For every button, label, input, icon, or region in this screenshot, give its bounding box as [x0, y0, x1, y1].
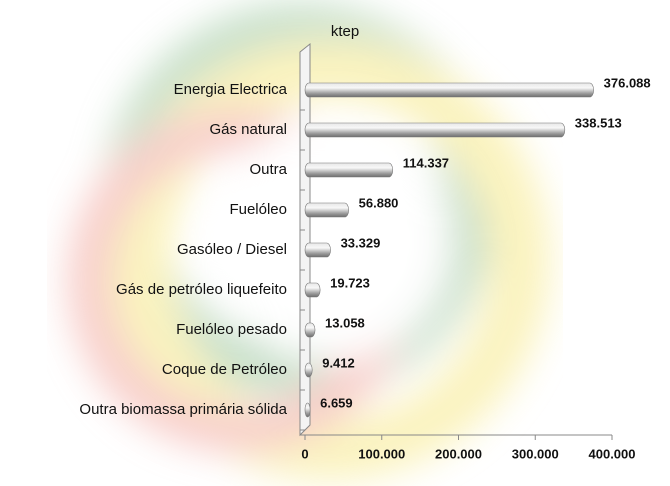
bar	[304, 202, 349, 218]
value-label: 9.412	[322, 355, 355, 370]
x-tick-label: 300.000	[512, 446, 559, 461]
bar	[304, 82, 594, 98]
y-tick-label: Coque de Petróleo	[162, 361, 287, 378]
value-label: 376.088	[604, 75, 651, 90]
x-tick-label: 400.000	[589, 446, 636, 461]
bar	[304, 402, 311, 418]
y-tick-label: Gás natural	[209, 121, 287, 138]
value-label: 6.659	[320, 395, 353, 410]
x-tick-label: 0	[301, 446, 308, 461]
bar	[304, 322, 316, 338]
bar	[304, 122, 566, 138]
x-tick-label: 200.000	[435, 446, 482, 461]
y-tick-label: Gasóleo / Diesel	[177, 241, 287, 258]
value-label: 19.723	[330, 275, 370, 290]
chart-title: ktep	[331, 23, 359, 40]
value-label: 114.337	[403, 155, 449, 170]
y-tick-label: Outra	[249, 161, 287, 178]
y-tick-label: Energia Electrica	[174, 81, 288, 98]
bar	[304, 242, 331, 258]
value-label: 13.058	[325, 315, 365, 330]
y-tick-label: Outra biomassa primária sólida	[79, 401, 287, 418]
y-tick-label: Gás de petróleo liquefeito	[116, 281, 287, 298]
value-label: 33.329	[341, 235, 381, 250]
bar	[304, 362, 313, 378]
y-tick-label: Fuelóleo pesado	[176, 321, 287, 338]
x-tick-label: 100.000	[358, 446, 405, 461]
value-label: 56.880	[359, 195, 399, 210]
axis-wall	[299, 42, 311, 437]
value-label: 338.513	[575, 115, 622, 130]
bar	[304, 162, 394, 178]
y-tick-label: Fuelóleo	[229, 201, 287, 218]
bar	[304, 282, 321, 298]
